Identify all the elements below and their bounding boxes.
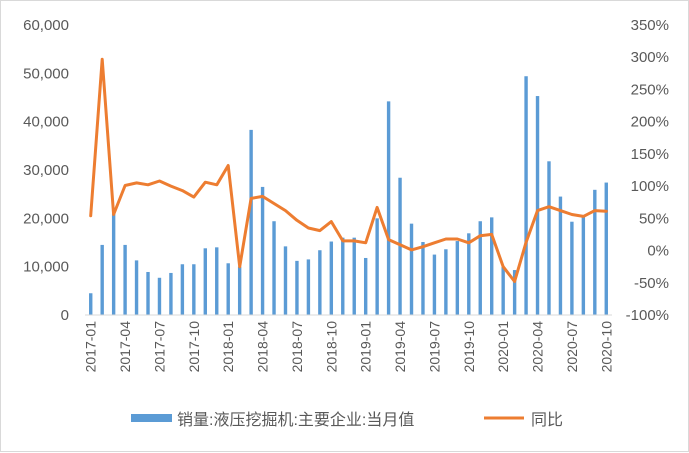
bar-2018-06 [284,246,287,315]
bar-2020-09 [593,190,596,315]
bar-2018-08 [307,259,310,315]
x-tick-label: 2020-07 [564,321,580,373]
bar-2017-11 [204,248,207,315]
bar-2017-10 [192,264,195,315]
y-left-tick-label: 20,000 [23,210,69,227]
y-right-tick-label: -100% [626,307,669,324]
bar-2020-01 [501,267,504,315]
bar-2018-02 [238,267,241,315]
bar-2017-01 [89,293,92,315]
bar-2018-12 [353,238,356,315]
bar-2018-03 [249,130,252,315]
x-tick-label: 2019-07 [426,321,442,373]
bar-2018-07 [295,261,298,315]
bar-2019-01 [364,258,367,315]
bar-2019-05 [410,224,413,315]
bar-2020-05 [547,161,550,315]
bar-2017-08 [169,273,172,315]
legend-bar-swatch [131,414,172,422]
y-right-tick-label: 100% [631,178,669,195]
bar-2018-01 [227,263,230,315]
x-tick-label: 2020-10 [598,321,614,373]
x-tick-label: 2019-04 [392,321,408,373]
y-right-tick-label: -50% [634,275,669,292]
line-yoy [91,59,607,281]
x-tick-label: 2020-01 [495,321,511,373]
bar-2017-09 [181,264,184,315]
bar-2018-05 [272,221,275,315]
y-left-tick-label: 50,000 [23,65,69,82]
x-tick-label: 2018-01 [220,321,236,373]
x-tick-label: 2018-10 [323,321,339,373]
bar-2017-04 [123,245,126,315]
y-right-tick-label: 250% [631,81,669,98]
y-right-tick-label: 350% [631,17,669,34]
y-right-tick-label: 0% [647,243,669,260]
bar-2019-08 [444,249,447,315]
y-left-tick-label: 40,000 [23,114,69,131]
x-tick-label: 2019-01 [358,321,374,373]
x-tick-label: 2019-10 [461,321,477,373]
y-right-tick-label: 300% [631,49,669,66]
y-left-tick-label: 60,000 [23,17,69,34]
legend: 销量:液压挖掘机:主要企业:当月值 同比 [131,411,563,429]
bar-2020-03 [524,76,527,315]
bar-2017-12 [215,247,218,315]
x-tick-label: 2017-01 [83,321,99,373]
bar-2017-06 [146,272,149,315]
x-tick-label: 2020-04 [530,321,546,373]
bar-2020-04 [536,96,539,315]
y-right-tick-label: 50% [639,210,669,227]
bar-2018-10 [330,242,333,315]
bar-series [89,76,608,315]
bar-2020-08 [582,216,585,315]
bar-2017-05 [135,260,138,315]
x-tick-label: 2017-10 [186,321,202,373]
y-left-tick-label: 0 [61,307,69,324]
legend-bar-label: 销量:液压挖掘机:主要企业:当月值 [177,411,414,429]
y-right-tick-label: 150% [631,146,669,163]
x-tick-label: 2018-04 [255,321,271,373]
bar-2018-09 [318,250,321,315]
bar-2020-06 [559,197,562,315]
bar-2017-02 [100,245,103,315]
bar-2019-06 [421,242,424,315]
bar-2019-07 [433,255,436,315]
bar-2020-10 [605,183,608,315]
bar-2018-04 [261,187,264,315]
bar-2019-03 [387,101,390,315]
bar-2018-11 [341,238,344,315]
bar-2019-02 [375,218,378,315]
x-tick-label: 2017-07 [151,321,167,373]
bar-2020-07 [570,222,573,315]
x-tick-label: 2017-04 [117,321,133,373]
y-left-tick-label: 30,000 [23,162,69,179]
bar-2019-09 [456,241,459,315]
bar-2017-03 [112,214,115,316]
y-left-tick-label: 10,000 [23,259,69,276]
bar-2019-10 [467,233,470,315]
legend-line-label: 同比 [531,411,563,429]
y-right-tick-label: 200% [631,114,669,131]
x-tick-label: 2018-07 [289,321,305,373]
line-series [91,59,607,281]
bar-2017-07 [158,278,161,315]
bar-2019-12 [490,217,493,315]
